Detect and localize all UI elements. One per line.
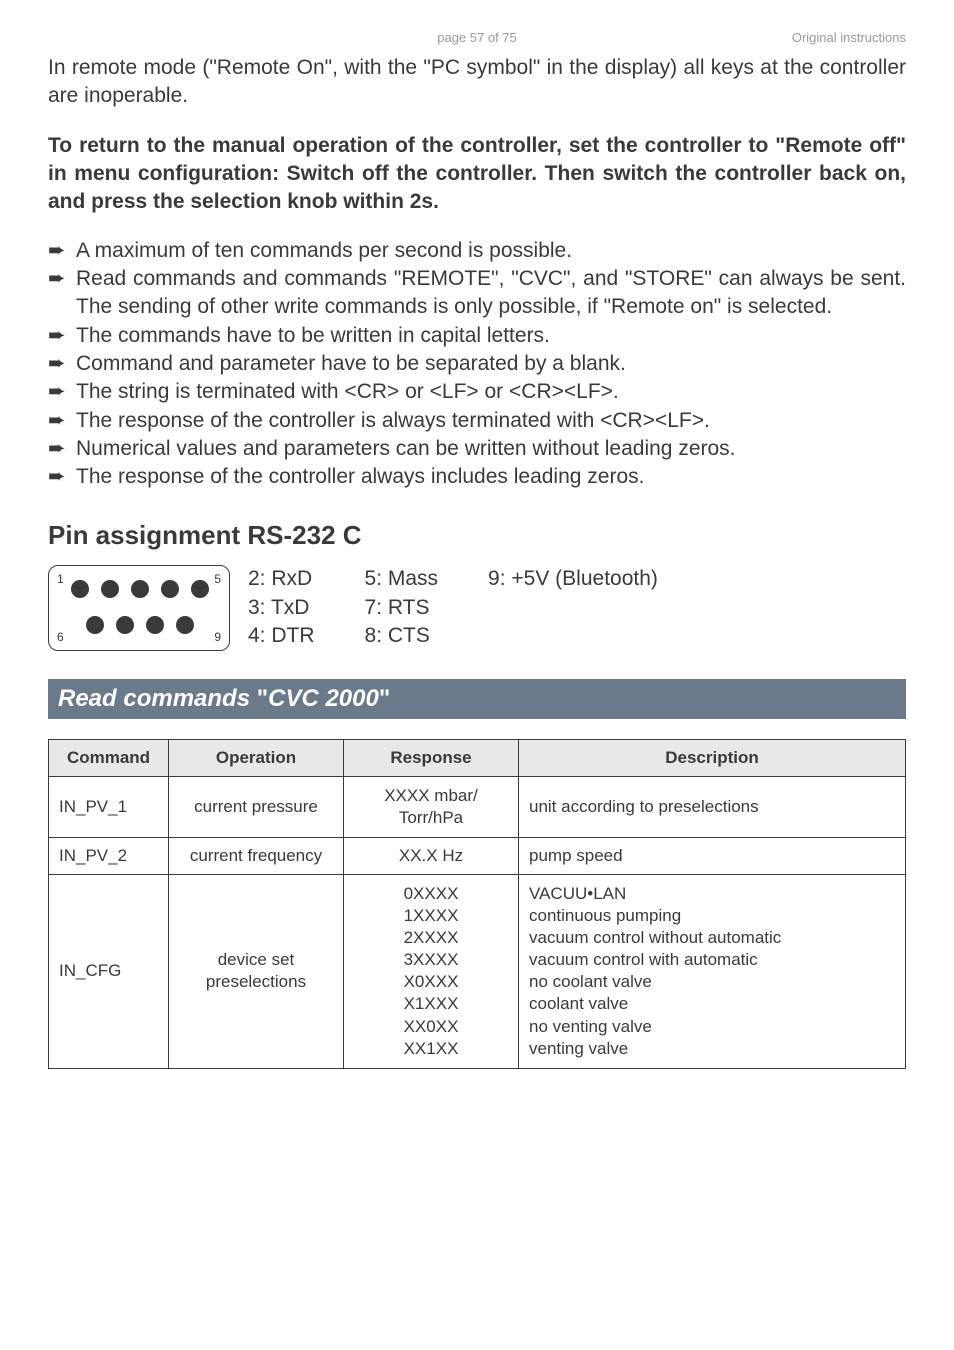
cell-command: IN_PV_2 [49, 838, 169, 875]
cell-operation: current frequency [169, 838, 344, 875]
banner-part1: Read commands [58, 685, 250, 712]
read-commands-table: Command Operation Response Description I… [48, 739, 906, 1069]
cell-command: IN_PV_1 [49, 776, 169, 837]
banner-quote-open: " [250, 685, 268, 712]
pin-entry: 3: TxD [248, 594, 315, 622]
pin-entry: 4: DTR [248, 622, 315, 650]
cell-response: XX.X Hz [344, 838, 519, 875]
pin-entry: 5: Mass [365, 565, 439, 593]
table-header-row: Command Operation Response Description [49, 739, 906, 776]
rs232-pin-diagram: 1 5 6 9 [48, 565, 230, 651]
list-item: The string is terminated with <CR> or <L… [48, 378, 906, 406]
cell-operation: device setpreselections [179, 949, 333, 993]
list-item: The commands have to be written in capit… [48, 322, 906, 350]
cell-description: unit according to preselections [519, 776, 906, 837]
cell-description: VACUU•LANcontinuous pumpingvacuum contro… [529, 883, 895, 1060]
pin-entry: 2: RxD [248, 565, 315, 593]
th-operation: Operation [169, 739, 344, 776]
th-description: Description [519, 739, 906, 776]
pin-label-9: 9 [214, 630, 221, 644]
table-row: IN_CFG device setpreselections 0XXXX1XXX… [49, 875, 906, 1069]
pin-label-5: 5 [214, 572, 221, 586]
doc-label: Original instructions [792, 30, 906, 45]
cell-command: IN_CFG [49, 875, 169, 1069]
table-row: IN_PV_2 current frequency XX.X Hz pump s… [49, 838, 906, 875]
pin-entry: 8: CTS [365, 622, 439, 650]
notes-list: A maximum of ten commands per second is … [48, 237, 906, 492]
pin-assignment-heading: Pin assignment RS-232 C [48, 520, 906, 551]
page-number: page 57 of 75 [437, 30, 517, 45]
pin-label-6: 6 [57, 630, 64, 644]
pin-assignment-row: 1 5 6 9 2: RxD 3: TxD 4: DTR 5: Mass [48, 565, 906, 651]
list-item: A maximum of ten commands per second is … [48, 237, 906, 265]
cell-response: 0XXXX1XXXX2XXXX3XXXXX0XXXX1XXXXX0XXXX1XX [354, 883, 508, 1060]
read-commands-banner: Read commands "CVC 2000" [48, 679, 906, 719]
th-command: Command [49, 739, 169, 776]
th-response: Response [344, 739, 519, 776]
pin-entry: 9: +5V (Bluetooth) [488, 565, 658, 593]
list-item: Command and parameter have to be separat… [48, 350, 906, 378]
list-item: Read commands and commands "REMOTE", "CV… [48, 265, 906, 322]
list-item: Numerical values and parameters can be w… [48, 435, 906, 463]
intro-paragraph: In remote mode ("Remote On", with the "P… [48, 54, 906, 111]
pin-entry: 7: RTS [365, 594, 439, 622]
cell-description: pump speed [519, 838, 906, 875]
pin-label-1: 1 [57, 572, 64, 586]
return-instructions: To return to the manual operation of the… [48, 132, 906, 217]
cell-response: XXXX mbar/Torr/hPa [354, 785, 508, 829]
banner-part2: CVC 2000 [268, 685, 379, 712]
list-item: The response of the controller always in… [48, 463, 906, 491]
list-item: The response of the controller is always… [48, 407, 906, 435]
pin-legend: 2: RxD 3: TxD 4: DTR 5: Mass 7: RTS 8: C… [248, 565, 658, 650]
table-row: IN_PV_1 current pressure XXXX mbar/Torr/… [49, 776, 906, 837]
banner-quote-close: " [379, 685, 390, 712]
cell-operation: current pressure [169, 776, 344, 837]
